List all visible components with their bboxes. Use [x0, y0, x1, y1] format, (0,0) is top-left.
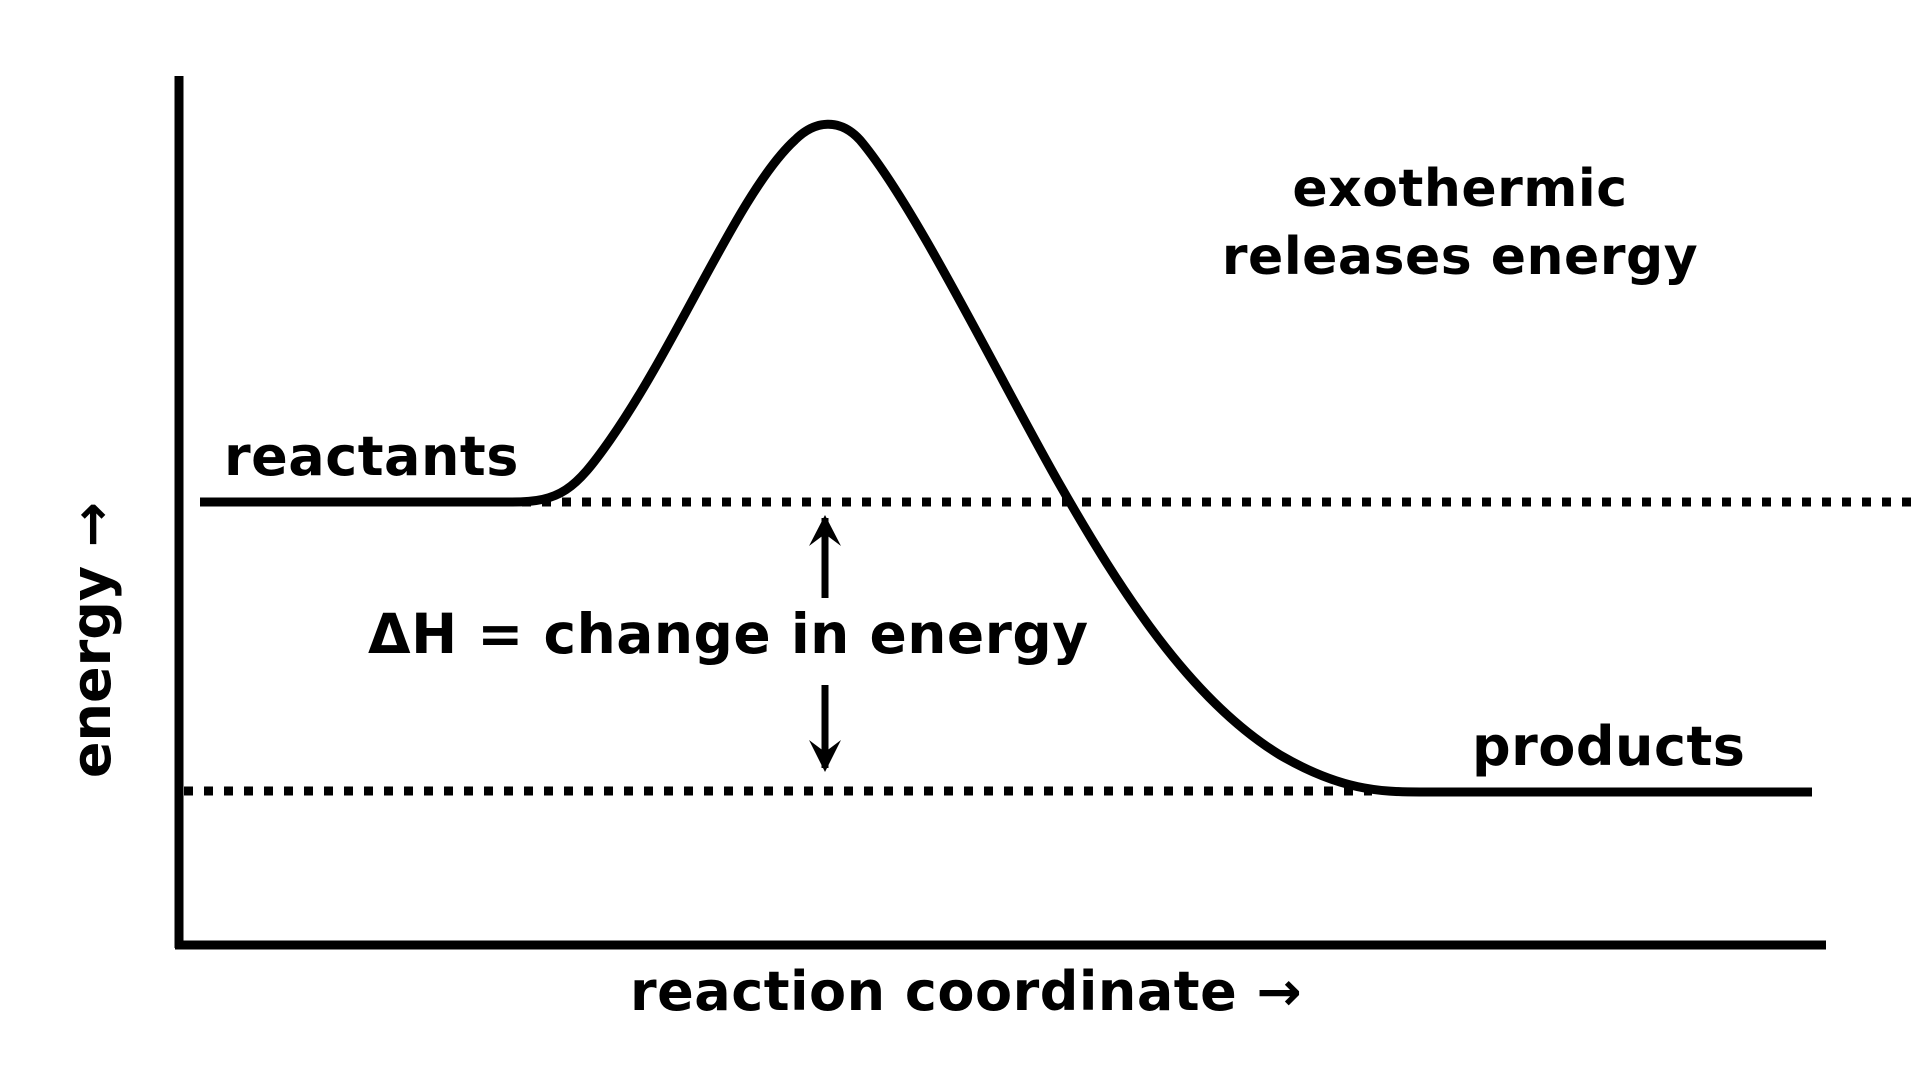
exothermic-title-line2: releases energy	[1221, 227, 1699, 287]
x-axis-label: reaction coordinate →	[630, 960, 1303, 1023]
delta-h-up-arrow-icon	[809, 515, 841, 598]
products-label: products	[1472, 715, 1746, 778]
exothermic-title: exothermic releases energy	[1180, 155, 1740, 291]
reactants-label: reactants	[224, 425, 519, 488]
delta-h-down-arrow-icon	[809, 685, 841, 772]
y-axis-label: energy →	[60, 501, 123, 779]
energy-profile-curve	[200, 119, 1812, 797]
exothermic-title-line1: exothermic	[1292, 159, 1628, 219]
delta-h-label: ΔH = change in energy	[368, 602, 1089, 666]
